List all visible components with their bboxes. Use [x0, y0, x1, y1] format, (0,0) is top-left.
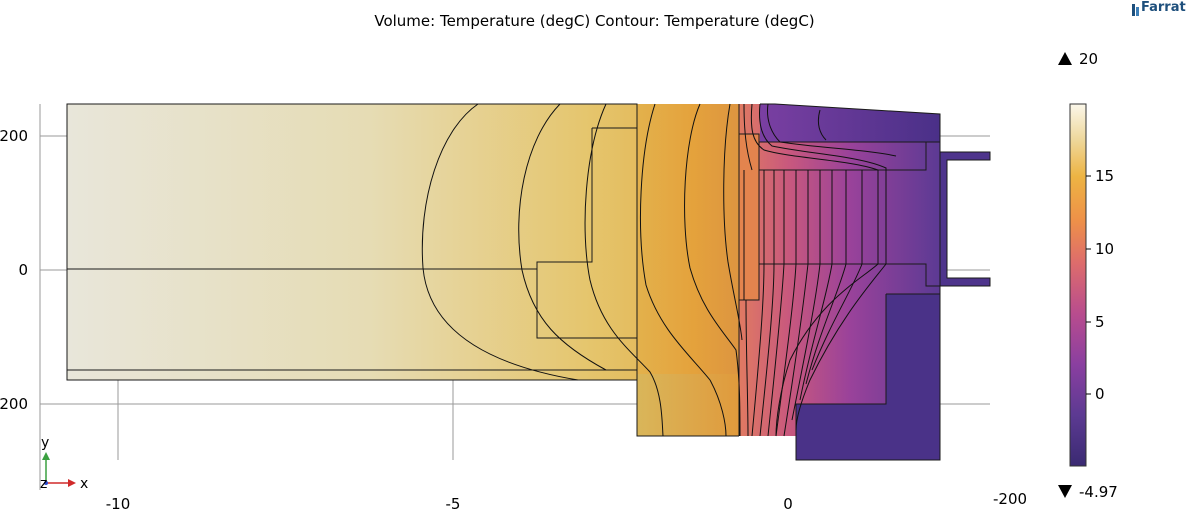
plot-title: Volume: Temperature (degC) Contour: Temp… [374, 12, 815, 30]
x-tick-label: 0 [783, 495, 793, 513]
bracket-bottom [940, 278, 990, 286]
min-arrow-icon [1058, 485, 1072, 498]
colorbar-min-label: -4.97 [1079, 483, 1118, 501]
colorbar: 20 -4.97 15 10 5 0 [1058, 50, 1118, 501]
colorbar-tick-label: 5 [1095, 313, 1105, 331]
geometry-outlines [66, 103, 991, 461]
interior-block [67, 104, 739, 380]
farrat-logo-icon [1132, 4, 1139, 16]
max-arrow-icon [1058, 52, 1072, 65]
colorbar-tick-label: 0 [1095, 385, 1105, 403]
y-tick-label: 0 [18, 261, 28, 279]
contour-lines [421, 103, 897, 437]
x-tick-label: -5 [446, 495, 461, 513]
y-tick-label: 200 [0, 395, 28, 413]
geometry-domains [67, 104, 990, 460]
colorbar-max-label: 20 [1079, 50, 1098, 68]
bottom-sill [637, 370, 739, 436]
bracket-vertical [940, 152, 947, 286]
triad-x-label: x [80, 476, 88, 492]
bracket-top [940, 152, 990, 160]
outer-frame [760, 104, 940, 142]
triad-z-label: z [40, 476, 47, 492]
colorbar-tick-label: 15 [1095, 167, 1114, 185]
axis-triad: y z x [40, 435, 88, 492]
logo-text: Farrat [1141, 0, 1186, 15]
x-axis-extra-label: -200 [993, 490, 1027, 508]
lower-frame [796, 294, 940, 460]
x-tick-label: -10 [106, 495, 131, 513]
colorbar-tick-label: 10 [1095, 240, 1114, 258]
triad-y-label: y [41, 435, 49, 451]
y-tick-label: 200 [0, 127, 28, 145]
